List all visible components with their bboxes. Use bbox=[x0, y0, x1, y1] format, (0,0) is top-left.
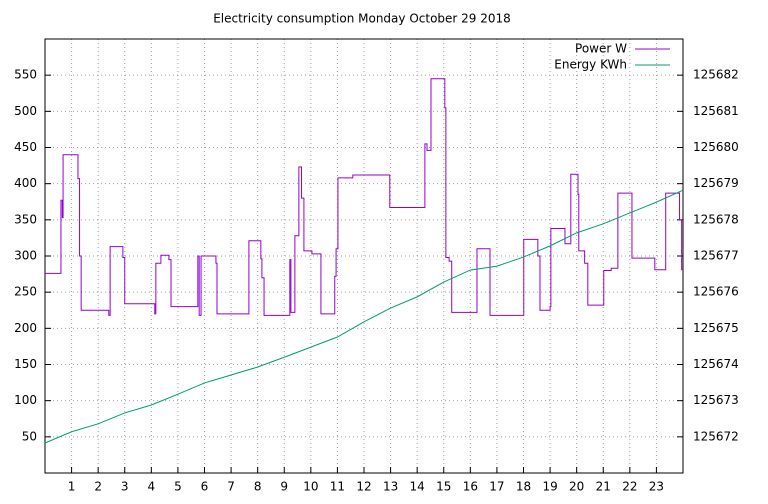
y-tick-label: 200 bbox=[14, 321, 37, 335]
y2-tick-label: 125673 bbox=[693, 393, 739, 407]
y2-tick-label: 125674 bbox=[693, 357, 739, 371]
x-tick-label: 22 bbox=[622, 480, 637, 494]
y2-tick-label: 125678 bbox=[693, 212, 739, 226]
x-tick-label: 16 bbox=[463, 480, 478, 494]
y-tick-label: 400 bbox=[14, 176, 37, 190]
x-tick-label: 4 bbox=[148, 480, 156, 494]
series-line bbox=[44, 189, 684, 444]
y2-tick-label: 125681 bbox=[693, 104, 739, 118]
x-tick-label: 2 bbox=[94, 480, 102, 494]
x-tick-label: 10 bbox=[303, 480, 318, 494]
legend-label: Power W bbox=[575, 42, 627, 56]
y-tick-label: 450 bbox=[14, 140, 37, 154]
y-tick-label: 250 bbox=[14, 285, 37, 299]
series-line bbox=[45, 78, 683, 316]
x-tick-label: 5 bbox=[174, 480, 182, 494]
y2-tick-label: 125682 bbox=[693, 68, 739, 82]
x-tick-label: 21 bbox=[596, 480, 611, 494]
chart-title: Electricity consumption Monday October 2… bbox=[213, 12, 511, 26]
x-tick-label: 11 bbox=[330, 480, 345, 494]
x-tick-label: 15 bbox=[436, 480, 451, 494]
x-tick-label: 7 bbox=[227, 480, 235, 494]
x-tick-label: 20 bbox=[569, 480, 584, 494]
x-tick-label: 19 bbox=[542, 480, 557, 494]
y2-tick-label: 125679 bbox=[693, 176, 739, 190]
y-tick-label: 500 bbox=[14, 104, 37, 118]
x-tick-label: 13 bbox=[383, 480, 398, 494]
y2-tick-label: 125680 bbox=[693, 140, 739, 154]
x-tick-label: 23 bbox=[649, 480, 664, 494]
y-tick-label: 50 bbox=[22, 429, 37, 443]
plot-frame bbox=[44, 38, 684, 474]
x-tick-label: 1 bbox=[68, 480, 76, 494]
y2-tick-label: 125677 bbox=[693, 249, 739, 263]
x-tick-label: 9 bbox=[280, 480, 288, 494]
y-tick-label: 100 bbox=[14, 393, 37, 407]
x-tick-label: 8 bbox=[254, 480, 262, 494]
x-tick-label: 3 bbox=[121, 480, 129, 494]
x-tick-label: 14 bbox=[410, 480, 425, 494]
y-tick-label: 550 bbox=[14, 68, 37, 82]
y-tick-label: 350 bbox=[14, 212, 37, 226]
y2-tick-label: 125672 bbox=[693, 429, 739, 443]
y-tick-label: 150 bbox=[14, 357, 37, 371]
x-tick-label: 17 bbox=[489, 480, 504, 494]
y2-tick-label: 125676 bbox=[693, 285, 739, 299]
x-tick-label: 18 bbox=[516, 480, 531, 494]
x-tick-label: 6 bbox=[201, 480, 209, 494]
y-tick-label: 300 bbox=[14, 249, 37, 263]
y2-tick-label: 125675 bbox=[693, 321, 739, 335]
x-tick-label: 12 bbox=[356, 480, 371, 494]
legend-label: Energy KWh bbox=[554, 58, 627, 72]
